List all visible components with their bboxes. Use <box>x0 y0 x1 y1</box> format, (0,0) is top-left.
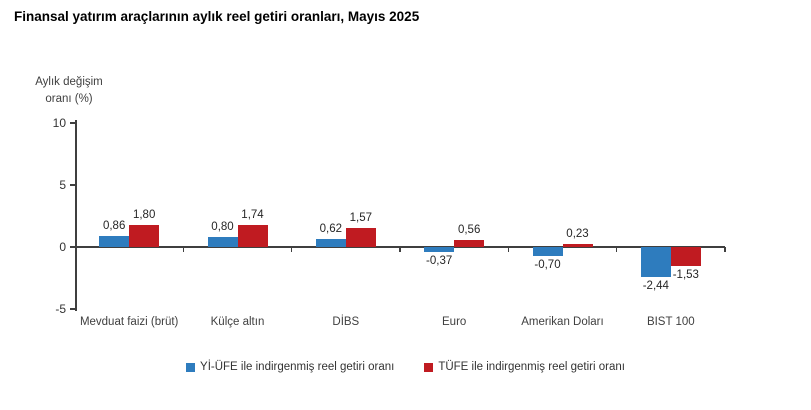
legend-item-yiufe: Yİ-ÜFE ile indirgenmiş reel getiri oranı <box>186 361 394 373</box>
bar-yiufe-0 <box>99 236 130 247</box>
bar-tufe-0 <box>129 224 160 247</box>
category-label-1: Külçe altın <box>210 316 265 328</box>
x-axis-tick <box>615 247 618 252</box>
x-axis-tick <box>182 247 185 252</box>
value-label-tufe-5: -1,53 <box>672 268 699 281</box>
bar-yiufe-1 <box>207 237 238 247</box>
legend-item-tufe: TÜFE ile indirgenmiş reel getiri oranı <box>424 361 625 373</box>
category-label-4: Amerikan Doları <box>521 316 604 328</box>
y-axis-line <box>75 120 77 311</box>
value-label-tufe-3: 0,56 <box>457 224 481 237</box>
y-tick-label: 10 <box>52 115 66 130</box>
value-label-tufe-0: 1,80 <box>132 208 156 221</box>
y-tick-label: 0 <box>59 239 66 254</box>
value-label-yiufe-0: 0,86 <box>102 220 126 233</box>
bar-tufe-5 <box>670 247 701 266</box>
x-axis-tick <box>724 247 726 252</box>
bar-yiufe-4 <box>532 247 563 256</box>
value-label-yiufe-1: 0,80 <box>211 221 234 234</box>
bar-tufe-3 <box>454 240 485 247</box>
bar-yiufe-5 <box>640 247 671 278</box>
value-label-tufe-1: 1,74 <box>241 209 264 222</box>
category-label-5: BIST 100 <box>646 316 695 328</box>
legend: Yİ-ÜFE ile indirgenmiş reel getiri oranı… <box>0 361 811 373</box>
value-label-yiufe-5: -2,44 <box>642 280 669 293</box>
legend-label-yiufe: Yİ-ÜFE ile indirgenmiş reel getiri oranı <box>200 361 395 373</box>
bar-tufe-1 <box>237 225 268 247</box>
y-tick-label: -5 <box>55 301 66 316</box>
x-axis-tick <box>399 247 401 252</box>
chart-title: Finansal yatırım araçlarının aylık reel … <box>14 9 420 24</box>
x-axis-tick <box>507 247 510 252</box>
y-tick-label: 5 <box>59 177 66 192</box>
bar-tufe-2 <box>345 227 376 247</box>
bar-tufe-4 <box>562 244 593 247</box>
y-axis-tick <box>70 308 75 310</box>
x-axis-tick <box>290 247 293 252</box>
y-axis-tick <box>70 246 75 248</box>
y-axis-tick <box>70 122 75 124</box>
plot-area: 10 5 0 -5 0,86 0,80 0,62 -0,37 -0,70 -2,44 1,80 1,7… <box>53 116 726 328</box>
bar-yiufe-2 <box>315 239 346 247</box>
value-label-yiufe-4: -0,70 <box>534 258 561 271</box>
legend-swatch-yiufe <box>186 362 196 372</box>
value-label-tufe-2: 1,57 <box>349 211 373 224</box>
category-label-2: DİBS <box>332 316 360 328</box>
value-label-tufe-4: 0,23 <box>566 228 589 241</box>
legend-label-tufe: TÜFE ile indirgenmiş reel getiri oranı <box>438 361 625 373</box>
y-axis-label: Aylık değişim oranı (%) <box>35 76 103 105</box>
value-label-yiufe-2: 0,62 <box>319 223 343 236</box>
legend-swatch-tufe <box>424 362 434 372</box>
y-axis-tick <box>70 184 75 186</box>
category-label-3: Euro <box>442 316 467 328</box>
category-label-0: Mevduat faizi (brüt) <box>79 316 179 328</box>
value-label-yiufe-3: -0,37 <box>426 254 453 267</box>
bar-yiufe-3 <box>424 247 455 252</box>
